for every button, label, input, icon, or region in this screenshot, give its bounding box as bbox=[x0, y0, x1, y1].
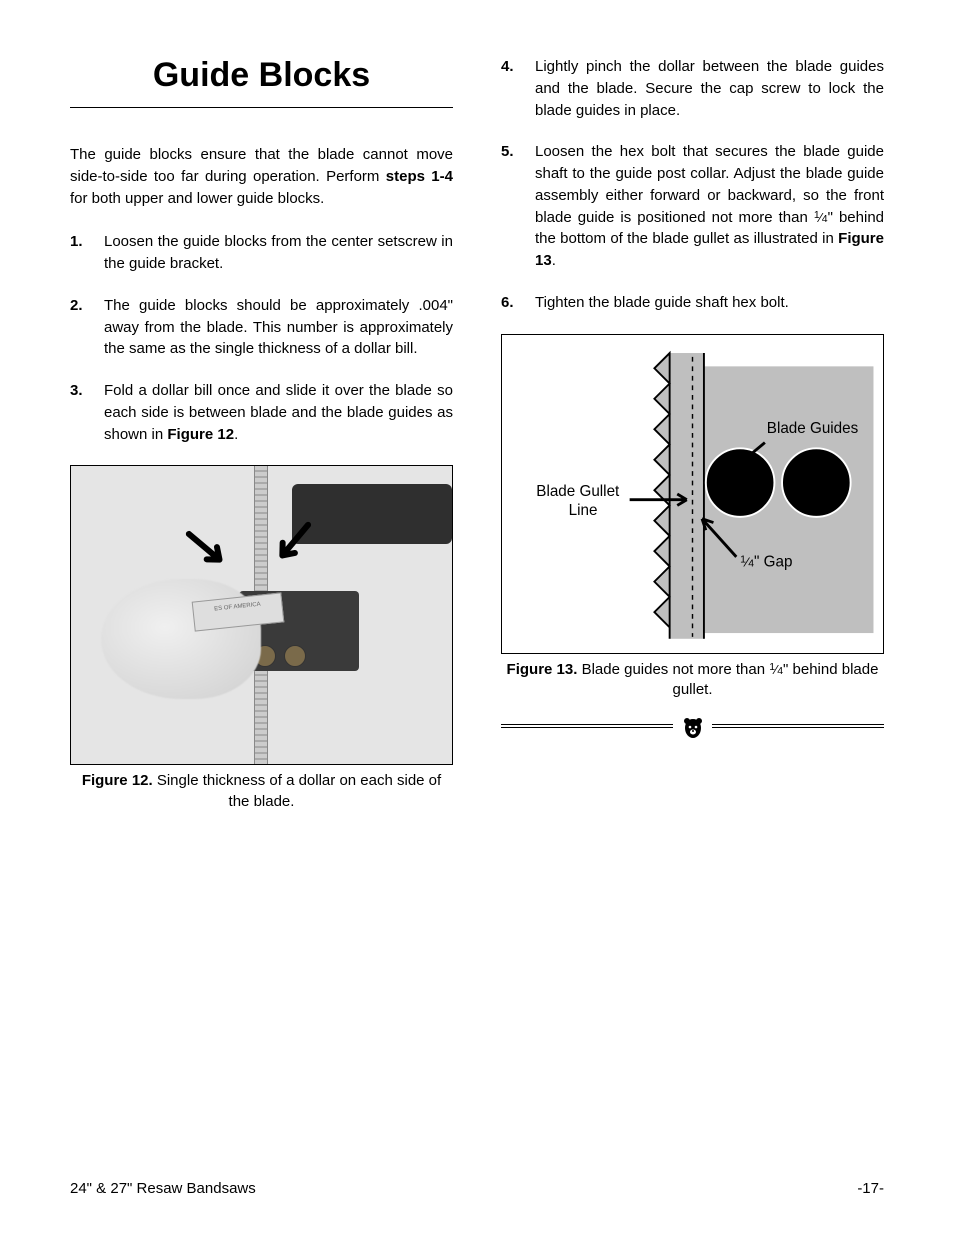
step-1: 1. Loosen the guide blocks from the cent… bbox=[70, 231, 453, 275]
footer-right: -17- bbox=[857, 1180, 884, 1197]
step-number: 5. bbox=[501, 141, 535, 272]
label-gap: 1⁄4" Gap bbox=[740, 553, 792, 570]
footer-left: 24" & 27" Resaw Bandsaws bbox=[70, 1180, 256, 1197]
step-number: 1. bbox=[70, 231, 104, 275]
steps-right: 4. Lightly pinch the dollar between the … bbox=[501, 56, 884, 314]
page-title: Guide Blocks bbox=[70, 56, 453, 95]
step-text: Tighten the blade guide shaft hex bolt. bbox=[535, 292, 884, 314]
label-blade-gullet-l2: Line bbox=[569, 501, 598, 518]
label-blade-guides: Blade Guides bbox=[767, 420, 859, 437]
step-text: The guide blocks should be approximately… bbox=[104, 295, 453, 360]
fraction: 1⁄4 bbox=[769, 661, 783, 678]
steps-left: 1. Loosen the guide blocks from the cent… bbox=[70, 231, 453, 445]
step-text: Loosen the hex bolt that secures the bla… bbox=[535, 141, 884, 272]
step-text: Lightly pinch the dollar between the bla… bbox=[535, 56, 884, 121]
step-number: 3. bbox=[70, 380, 104, 445]
diagram-blade-guide bbox=[706, 448, 775, 517]
diagram-blade-teeth bbox=[654, 353, 669, 639]
diagram-blade-body bbox=[670, 353, 704, 639]
figure-12-caption: Figure 12. Single thickness of a dollar … bbox=[70, 771, 453, 812]
left-column: Guide Blocks The guide blocks ensure tha… bbox=[70, 56, 453, 812]
step-number: 2. bbox=[70, 295, 104, 360]
step-number: 6. bbox=[501, 292, 535, 314]
intro-post: for both upper and lower guide blocks. bbox=[70, 190, 324, 207]
step-number: 4. bbox=[501, 56, 535, 121]
title-rule bbox=[70, 107, 453, 108]
label-blade-gullet-l1: Blade Gullet bbox=[536, 482, 620, 499]
figure-12-image: ES OF AMERICA bbox=[70, 465, 453, 765]
figure-13-diagram: Blade Guides Blade Gullet Line 1⁄4" Gap bbox=[501, 334, 884, 654]
fraction: 1⁄4 bbox=[814, 209, 828, 226]
step-4: 4. Lightly pinch the dollar between the … bbox=[501, 56, 884, 121]
bear-icon bbox=[681, 715, 705, 739]
intro-paragraph: The guide blocks ensure that the blade c… bbox=[70, 144, 453, 209]
step-text: Fold a dollar bill once and slide it ove… bbox=[104, 380, 453, 445]
diagram-blade-guide bbox=[782, 448, 851, 517]
section-end-ornament bbox=[501, 714, 884, 740]
step-6: 6. Tighten the blade guide shaft hex bol… bbox=[501, 292, 884, 314]
step-3: 3. Fold a dollar bill once and slide it … bbox=[70, 380, 453, 445]
intro-bold: steps 1-4 bbox=[386, 168, 453, 185]
svg-text:1⁄4" Gap: 1⁄4" Gap bbox=[740, 553, 792, 570]
step-text: Loosen the guide blocks from the center … bbox=[104, 231, 453, 275]
figure-13-caption: Figure 13. Blade guides not more than 1⁄… bbox=[501, 660, 884, 701]
step-2: 2. The guide blocks should be approximat… bbox=[70, 295, 453, 360]
right-column: 4. Lightly pinch the dollar between the … bbox=[501, 56, 884, 812]
page-footer: 24" & 27" Resaw Bandsaws -17- bbox=[70, 1180, 884, 1197]
arrow-icon bbox=[630, 494, 687, 505]
step-5: 5. Loosen the hex bolt that secures the … bbox=[501, 141, 884, 272]
